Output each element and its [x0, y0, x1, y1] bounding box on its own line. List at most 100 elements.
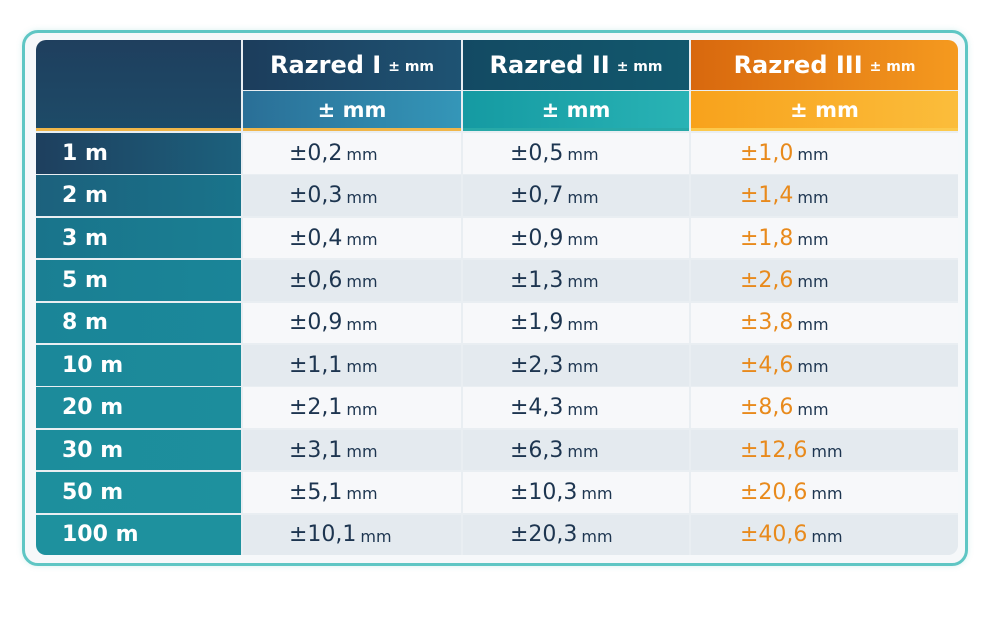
tolerance-value: ±1,3	[510, 267, 564, 293]
unit-label: mm	[346, 230, 378, 250]
row-label: 3 m	[36, 217, 241, 259]
tolerance-value: ±10,1	[289, 522, 357, 548]
unit-label: mm	[797, 230, 829, 250]
unit-label: mm	[567, 272, 599, 292]
tolerance-value: ±0,4	[289, 225, 343, 251]
tolerance-table: Razred I ± mm Razred II ± mm Razred III …	[36, 40, 958, 555]
table-cell: ±3,8 mm	[691, 302, 958, 344]
tolerance-value: ±6,3	[510, 437, 564, 463]
row-label: 20 m	[36, 387, 241, 428]
unit-label: mm	[811, 484, 843, 504]
tolerance-value: ±0,9	[510, 225, 564, 251]
table-cell: ±0,9 mm	[243, 302, 461, 344]
tolerance-value: ±0,9	[289, 310, 343, 336]
table-cell: ±1,8 mm	[691, 217, 958, 259]
unit-label: mm	[797, 272, 829, 292]
row-label: 50 m	[36, 472, 241, 513]
table-cell: ±1,4 mm	[691, 175, 958, 216]
unit-label: mm	[811, 442, 843, 462]
table-cell: ±8,6 mm	[691, 387, 958, 428]
table-cell: ±1,9 mm	[463, 302, 689, 344]
unit-label: mm	[346, 187, 378, 207]
tolerance-value: ±1,8	[740, 225, 794, 251]
table-cell: ±10,1 mm	[243, 514, 461, 555]
header-class-ii-unit: ± mm	[616, 59, 663, 75]
subheader-class-i: ± mm	[243, 91, 461, 131]
table-cell: ±6,3 mm	[463, 429, 689, 471]
table-cell: ±0,5 mm	[463, 133, 689, 174]
table-cell: ±0,4 mm	[243, 217, 461, 259]
unit-label: mm	[346, 314, 378, 334]
tolerance-value: ±2,1	[289, 395, 343, 421]
unit-label: mm	[797, 399, 829, 419]
subheader-class-iii: ± mm	[691, 91, 958, 131]
unit-label: mm	[346, 357, 378, 377]
tolerance-value: ±0,6	[289, 267, 343, 293]
tolerance-value: ±0,2	[289, 140, 343, 166]
tolerance-value: ±3,8	[740, 310, 794, 336]
tolerance-value: ±1,9	[510, 310, 564, 336]
unit-label: mm	[567, 230, 599, 250]
unit-label: mm	[797, 357, 829, 377]
tolerance-value: ±0,3	[289, 183, 343, 209]
table-cell: ±0,6 mm	[243, 260, 461, 301]
unit-label: mm	[567, 442, 599, 462]
tolerance-value: ±40,6	[740, 522, 808, 548]
unit-label: mm	[346, 145, 378, 165]
header-class-iii-unit: ± mm	[869, 59, 916, 75]
tolerance-value: ±20,3	[510, 522, 578, 548]
unit-label: mm	[567, 145, 599, 165]
table-corner	[36, 40, 241, 131]
unit-label: mm	[811, 526, 843, 546]
table-cell: ±2,3 mm	[463, 345, 689, 386]
header-class-iii: Razred III ± mm	[691, 40, 958, 90]
header-class-ii: Razred II ± mm	[463, 40, 689, 90]
row-label: 8 m	[36, 302, 241, 344]
table-cell: ±0,9 mm	[463, 217, 689, 259]
row-label: 2 m	[36, 175, 241, 216]
header-class-iii-title: Razred III	[733, 51, 863, 79]
unit-label: mm	[797, 187, 829, 207]
unit-label: mm	[581, 484, 613, 504]
table-cell: ±1,1 mm	[243, 345, 461, 386]
table-cell: ±20,3 mm	[463, 514, 689, 555]
table-cell: ±2,6 mm	[691, 260, 958, 301]
tolerance-value: ±5,1	[289, 479, 343, 505]
header-class-i-unit: ± mm	[388, 59, 434, 75]
subheader-class-ii: ± mm	[463, 91, 689, 131]
table-cell: ±3,1 mm	[243, 429, 461, 471]
unit-label: mm	[567, 357, 599, 377]
tolerance-value: ±1,4	[740, 183, 794, 209]
table-cell: ±40,6 mm	[691, 514, 958, 555]
table-cell: ±12,6 mm	[691, 429, 958, 471]
table-cell: ±20,6 mm	[691, 472, 958, 513]
header-class-ii-title: Razred II	[489, 51, 610, 79]
row-label: 30 m	[36, 429, 241, 471]
unit-label: mm	[346, 484, 378, 504]
table-cell: ±1,3 mm	[463, 260, 689, 301]
unit-label: mm	[567, 399, 599, 419]
unit-label: mm	[567, 187, 599, 207]
unit-label: mm	[581, 526, 613, 546]
unit-label: mm	[346, 272, 378, 292]
tolerance-value: ±4,3	[510, 395, 564, 421]
row-label: 5 m	[36, 260, 241, 301]
tolerance-value: ±2,3	[510, 352, 564, 378]
tolerance-value: ±1,0	[740, 140, 794, 166]
header-class-i: Razred I ± mm	[243, 40, 461, 90]
table-cell: ±0,7 mm	[463, 175, 689, 216]
unit-label: mm	[797, 145, 829, 165]
unit-label: mm	[346, 442, 378, 462]
unit-label: mm	[797, 314, 829, 334]
table-cell: ±2,1 mm	[243, 387, 461, 428]
tolerance-value: ±0,5	[510, 140, 564, 166]
row-label: 10 m	[36, 345, 241, 386]
table-cell: ±0,2 mm	[243, 133, 461, 174]
unit-label: mm	[567, 314, 599, 334]
table-cell: ±1,0 mm	[691, 133, 958, 174]
tolerance-value: ±10,3	[510, 479, 578, 505]
table-cell: ±10,3 mm	[463, 472, 689, 513]
unit-label: mm	[360, 526, 392, 546]
tolerance-value: ±8,6	[740, 395, 794, 421]
table-cell: ±4,3 mm	[463, 387, 689, 428]
